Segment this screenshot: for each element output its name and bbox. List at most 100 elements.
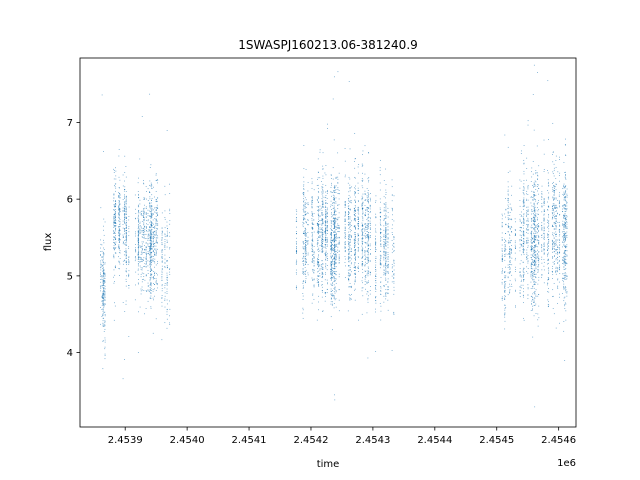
data-point (303, 168, 305, 170)
data-point (348, 212, 350, 214)
data-point (563, 205, 565, 206)
data-point (354, 249, 355, 251)
data-point (375, 269, 376, 270)
data-point (509, 248, 511, 249)
data-point (125, 285, 127, 287)
data-point (367, 192, 369, 194)
data-point (102, 292, 104, 294)
data-point (312, 237, 313, 239)
data-point (504, 290, 506, 292)
data-point (501, 222, 503, 223)
data-point (164, 295, 166, 297)
data-point (124, 180, 125, 182)
data-point (303, 184, 305, 186)
data-point (325, 229, 327, 231)
data-point (154, 266, 155, 268)
data-point (552, 248, 553, 249)
data-point (144, 233, 146, 235)
data-point (375, 282, 377, 284)
data-point (383, 301, 385, 303)
data-point (527, 242, 529, 244)
data-point (305, 249, 307, 251)
data-point (330, 213, 332, 215)
data-point (302, 242, 304, 244)
data-point (369, 220, 371, 222)
data-point (392, 234, 393, 235)
data-point (507, 189, 509, 191)
data-point (527, 194, 529, 195)
data-point (557, 213, 558, 215)
data-point (118, 212, 119, 214)
data-point (337, 182, 339, 184)
data-point (152, 243, 154, 244)
data-point (552, 244, 553, 245)
data-point (349, 184, 351, 186)
data-point (367, 252, 369, 254)
data-point (365, 271, 366, 272)
data-point (367, 190, 369, 191)
data-point (504, 246, 506, 248)
data-point (348, 278, 349, 280)
data-point (330, 268, 332, 270)
data-point (155, 225, 157, 226)
data-point (104, 320, 106, 322)
data-point (318, 254, 320, 256)
data-point (337, 237, 339, 239)
data-point (362, 243, 363, 245)
data-point (143, 241, 145, 243)
data-point (333, 208, 335, 209)
data-point (155, 281, 157, 283)
data-point (140, 257, 142, 258)
data-point (334, 239, 335, 241)
data-point (135, 247, 136, 249)
data-point (101, 284, 103, 286)
data-point (143, 217, 144, 218)
data-point (368, 177, 370, 178)
data-point (150, 256, 152, 257)
data-point (338, 193, 340, 195)
data-point (313, 246, 315, 247)
data-point (318, 258, 320, 260)
data-point (348, 279, 349, 281)
data-point (564, 296, 566, 298)
data-point (515, 229, 516, 231)
data-point (334, 236, 335, 238)
data-point (375, 276, 377, 277)
data-point (311, 200, 313, 201)
data-point (161, 257, 163, 259)
data-point (126, 261, 127, 263)
data-point (537, 185, 538, 187)
data-point (554, 206, 555, 208)
data-point (322, 236, 324, 238)
data-point (321, 240, 323, 242)
data-point (387, 258, 389, 260)
data-point (507, 194, 509, 196)
data-point (305, 241, 307, 243)
data-point (338, 242, 340, 244)
data-point (330, 247, 332, 249)
data-point (150, 307, 152, 309)
data-point (383, 286, 385, 287)
data-point (324, 220, 326, 222)
data-point (166, 235, 168, 237)
data-point (152, 241, 154, 243)
data-point (146, 208, 147, 209)
data-point (307, 243, 309, 245)
data-point (375, 351, 377, 352)
data-point (311, 243, 313, 245)
data-point (330, 206, 332, 208)
data-point (145, 290, 147, 291)
data-point (380, 235, 381, 237)
data-point (347, 248, 349, 250)
data-point (325, 242, 327, 243)
data-point (393, 286, 395, 288)
data-point (312, 260, 314, 261)
data-point (102, 322, 104, 324)
data-point (319, 205, 321, 207)
data-point (325, 258, 326, 260)
data-point (553, 198, 555, 200)
data-point (143, 221, 145, 223)
data-point (103, 290, 104, 291)
data-point (361, 256, 363, 258)
data-point (504, 312, 506, 314)
